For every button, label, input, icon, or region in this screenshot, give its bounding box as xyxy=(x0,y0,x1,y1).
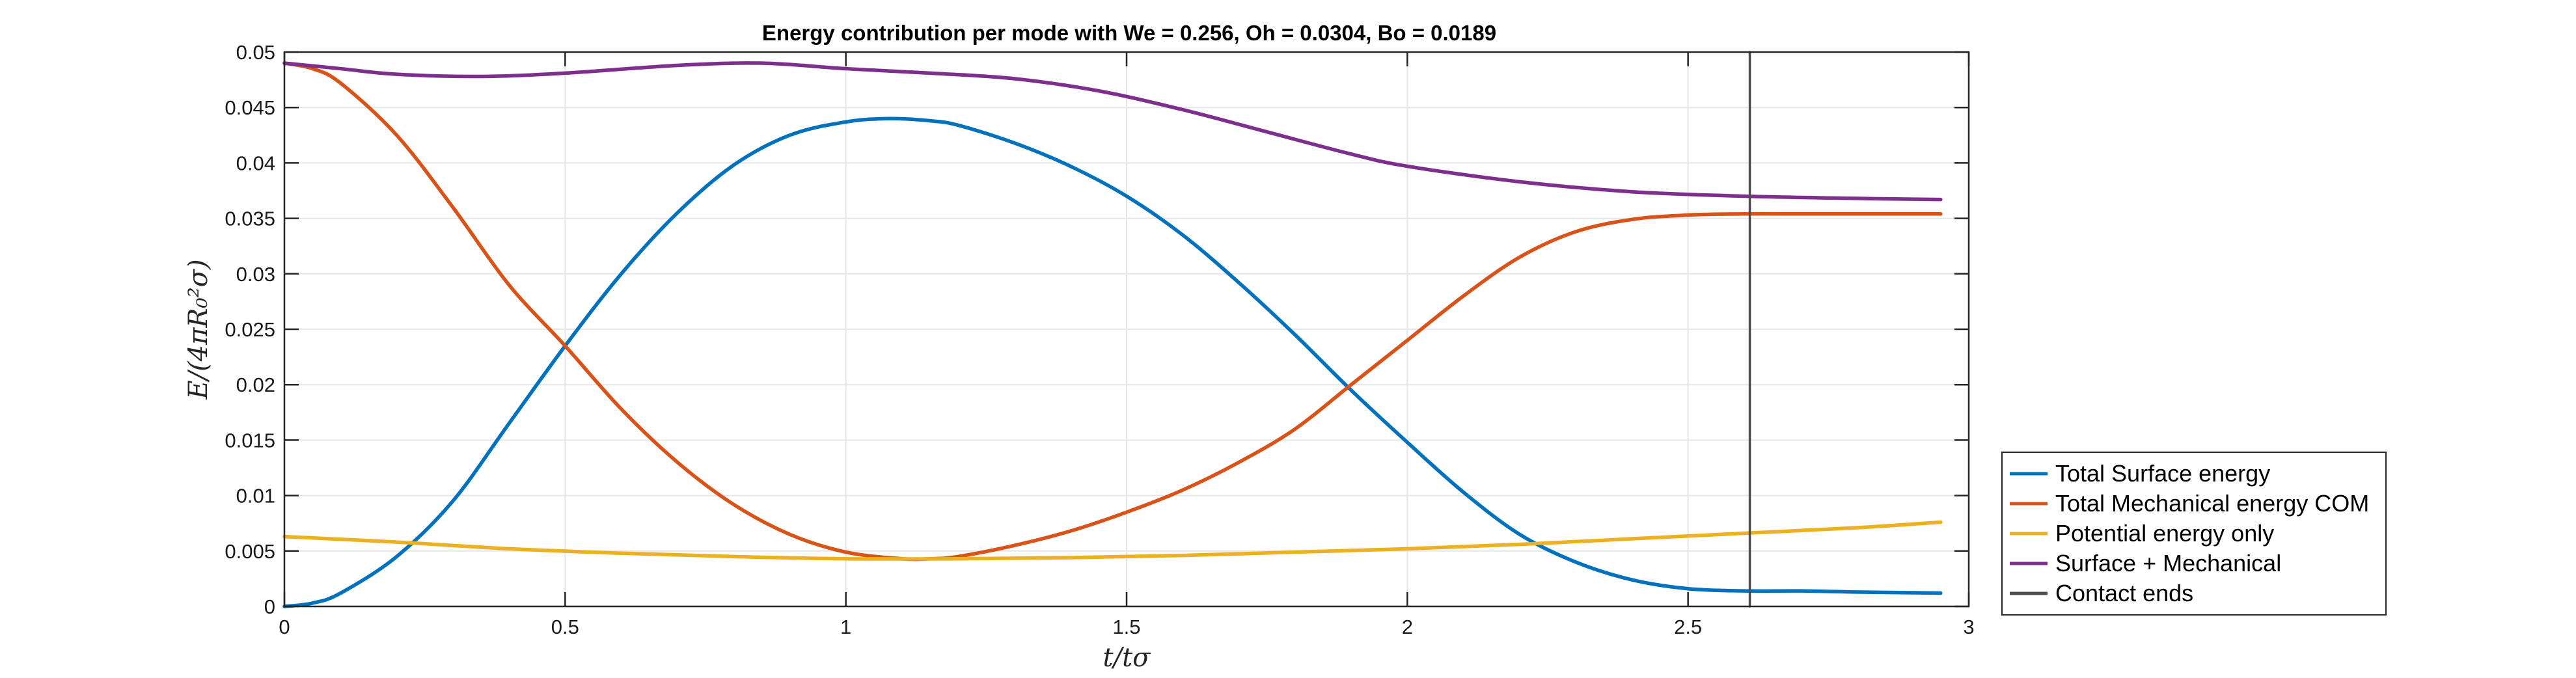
y-tick-label: 0.005 xyxy=(225,540,275,563)
y-tick-label: 0.035 xyxy=(225,208,275,230)
legend-label: Contact ends xyxy=(2055,580,2193,606)
series-line-surface-mechanical xyxy=(282,61,1943,202)
y-tick-label: 0.045 xyxy=(225,96,275,119)
y-tick-label: 0.05 xyxy=(236,41,275,64)
legend-item-total-surface-energy: Total Surface energy xyxy=(2010,460,2270,487)
legend-item-potential-energy-only: Potential energy only xyxy=(2010,520,2274,547)
series-line-total-mechanical-energy-com xyxy=(282,61,1943,562)
legend-item-surface-mechanical: Surface + Mechanical xyxy=(2010,550,2281,576)
series-line-potential-energy-only xyxy=(282,520,1943,561)
legend-box xyxy=(2001,452,2387,616)
x-tick-label: 2.5 xyxy=(1674,616,1702,638)
legend-item-total-mechanical-energy-com: Total Mechanical energy COM xyxy=(2010,490,2369,517)
x-tick-label: 0 xyxy=(279,616,290,638)
legend-label: Surface + Mechanical xyxy=(2055,550,2281,576)
y-axis-label: E/(4πR₀²σ) xyxy=(184,259,213,400)
series-lines xyxy=(282,51,1943,608)
x-tick-label: 3 xyxy=(1963,616,1974,638)
chart-title: Energy contribution per mode with We = 0… xyxy=(762,21,1496,45)
y-tick-label: 0.025 xyxy=(225,318,275,341)
x-tick-label: 0.5 xyxy=(551,616,579,638)
y-tick-label: 0.02 xyxy=(236,373,275,396)
series-line-total-surface-energy xyxy=(282,116,1943,608)
y-tick-label: 0.01 xyxy=(236,485,275,508)
x-tick-label: 1.5 xyxy=(1112,616,1140,638)
y-tick-label: 0 xyxy=(264,595,275,618)
y-tick-label: 0.03 xyxy=(236,263,275,286)
legend-item-contact-ends: Contact ends xyxy=(2010,580,2193,606)
x-tick-label: 2 xyxy=(1402,616,1413,638)
legend-label: Total Mechanical energy COM xyxy=(2055,490,2369,517)
legend: Total Surface energy Total Mechanical ene… xyxy=(2001,452,2387,616)
legend-label: Total Surface energy xyxy=(2055,460,2270,487)
axis-ticks: 0 0.5 1 1.5 2 2.5 3 0 0.005 0.01 0.015 0.02 0.025 0.0… xyxy=(225,41,1974,638)
grid-lines xyxy=(284,51,1969,607)
x-tick-label: 1 xyxy=(840,616,851,638)
legend-label: Potential energy only xyxy=(2055,520,2274,547)
y-tick-label: 0.04 xyxy=(236,152,275,174)
y-tick-label: 0.015 xyxy=(225,429,275,452)
x-axis-label: t/tσ xyxy=(1103,643,1152,673)
